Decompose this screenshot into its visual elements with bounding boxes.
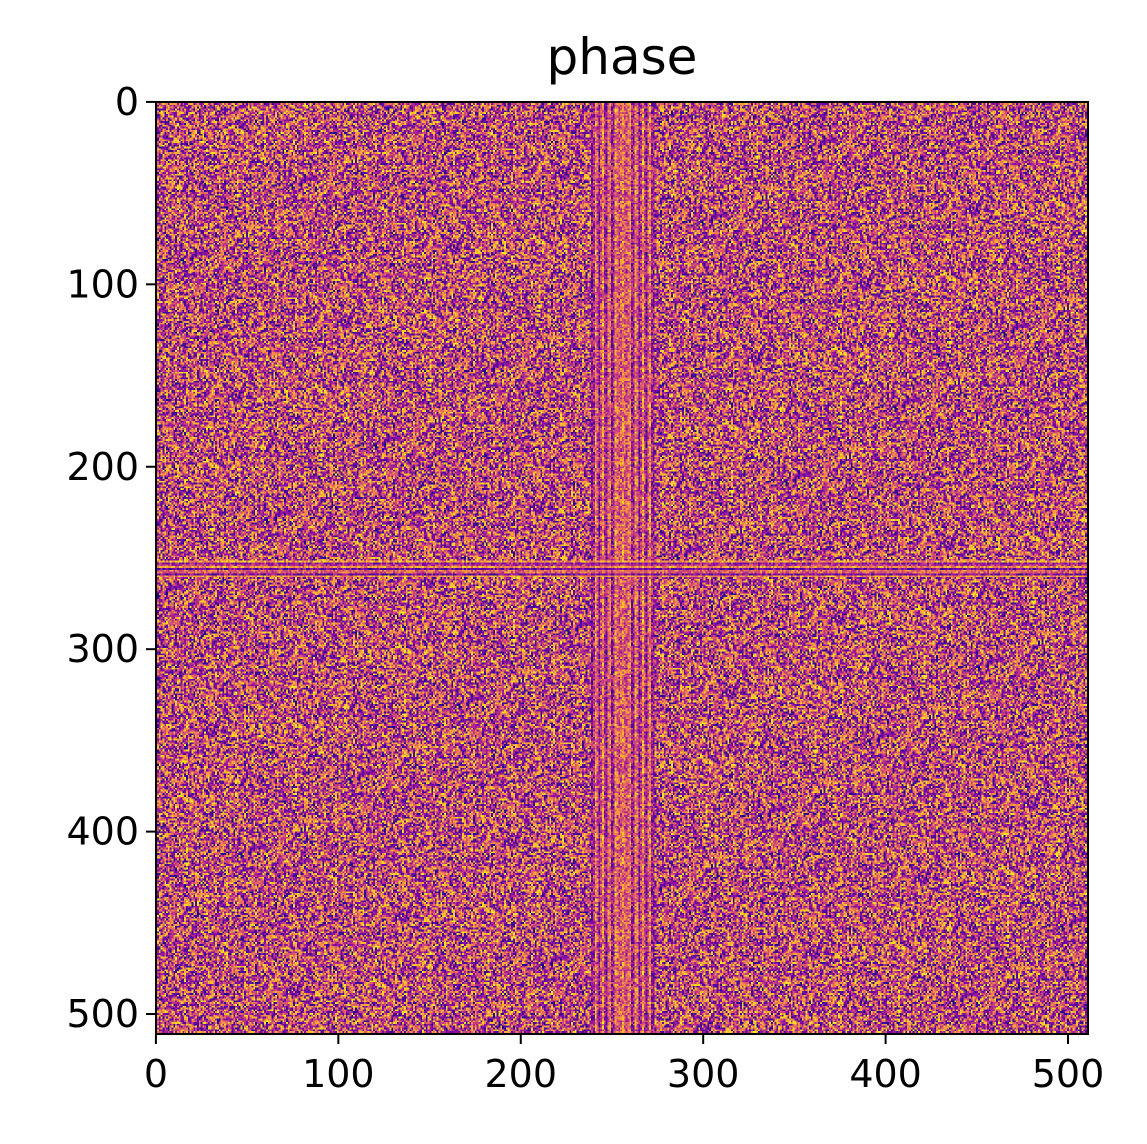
chart-title: phase [546, 28, 698, 86]
x-tick-label: 400 [849, 1052, 922, 1096]
x-tick-label: 0 [144, 1052, 168, 1096]
x-tick-label: 100 [302, 1052, 375, 1096]
y-tick-label: 200 [66, 445, 139, 489]
y-tick-label: 500 [66, 992, 139, 1036]
x-tick-label: 300 [667, 1052, 740, 1096]
y-tick-label: 300 [66, 627, 139, 671]
y-tick-label: 100 [66, 262, 139, 306]
plot-area [155, 101, 1089, 1035]
y-tick-label: 400 [66, 810, 139, 854]
x-tick-label: 500 [1032, 1052, 1105, 1096]
heatmap-image [157, 103, 1087, 1033]
x-tick-label: 200 [484, 1052, 557, 1096]
y-tick-label: 0 [115, 80, 139, 124]
